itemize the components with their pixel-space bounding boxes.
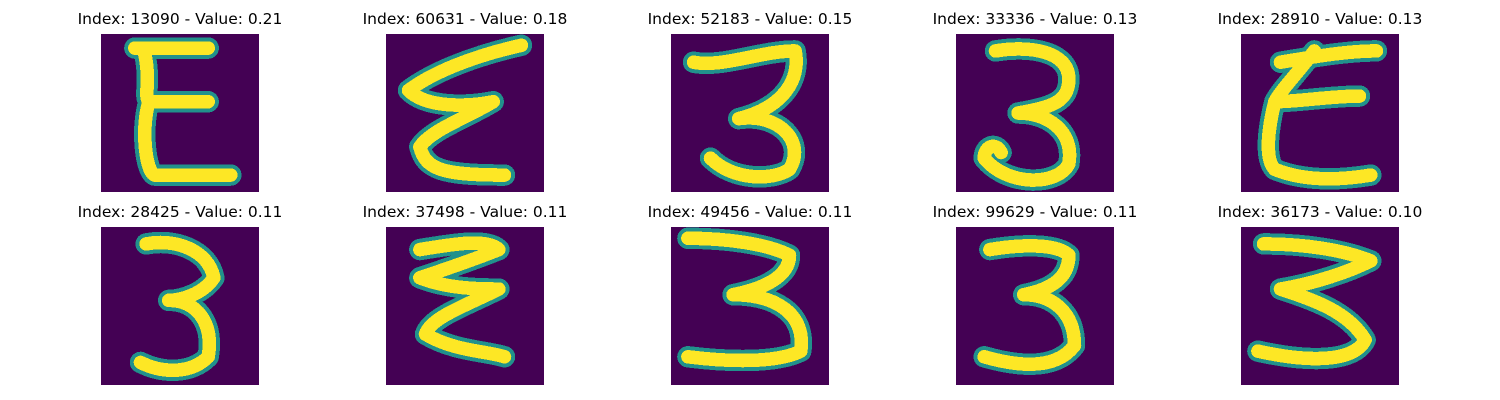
image-panel: Index: 13090 - Value: 0.21 (65, 8, 295, 193)
digit-glyph (671, 227, 829, 385)
panel-title: Index: 49456 - Value: 0.11 (647, 203, 853, 221)
image-panel: Index: 49456 - Value: 0.11 (635, 201, 865, 386)
stroke-core (138, 94, 238, 182)
stroke-core (703, 111, 802, 184)
digit-image (1241, 34, 1399, 192)
stroke-core (1256, 237, 1378, 296)
panel-title: Index: 60631 - Value: 0.18 (362, 10, 568, 28)
digit-image (671, 227, 829, 385)
panel-title: Index: 36173 - Value: 0.10 (1217, 203, 1423, 221)
digit-glyph (101, 227, 259, 385)
stroke-core (413, 236, 506, 296)
digit-image (386, 34, 544, 192)
panel-title: Index: 28425 - Value: 0.11 (77, 203, 283, 221)
stroke-core (413, 94, 512, 182)
image-panel: Index: 37498 - Value: 0.11 (350, 201, 580, 386)
stroke-core (983, 239, 1076, 302)
image-panel: Index: 60631 - Value: 0.18 (350, 8, 580, 193)
digit-glyph (386, 34, 544, 192)
image-panel: Index: 99629 - Value: 0.11 (920, 201, 1150, 386)
stroke-core (418, 282, 512, 364)
stroke-core (681, 287, 809, 368)
stroke-core (977, 287, 1082, 371)
stroke-core (401, 38, 529, 112)
panel-title: Index: 13090 - Value: 0.21 (77, 10, 283, 28)
image-panel: Index: 28910 - Value: 0.13 (1205, 8, 1435, 193)
image-panel: Index: 36173 - Value: 0.10 (1205, 201, 1435, 386)
digit-glyph (1241, 227, 1399, 385)
digit-image (101, 34, 259, 192)
image-panel: Index: 28425 - Value: 0.11 (65, 201, 295, 386)
stroke-core (1261, 94, 1378, 186)
digit-image (101, 227, 259, 385)
stroke-core (977, 106, 1077, 187)
digit-image (671, 34, 829, 192)
panel-title: Index: 99629 - Value: 0.11 (932, 203, 1138, 221)
panel-title: Index: 28910 - Value: 0.13 (1217, 10, 1423, 28)
digit-image (956, 34, 1114, 192)
image-panel: Index: 33336 - Value: 0.13 (920, 8, 1150, 193)
panel-title: Index: 37498 - Value: 0.11 (362, 203, 568, 221)
panel-title: Index: 33336 - Value: 0.13 (932, 10, 1138, 28)
stroke-core (681, 231, 797, 302)
digit-glyph (386, 227, 544, 385)
stroke-core (133, 293, 217, 378)
image-panel: Index: 52183 - Value: 0.15 (635, 8, 865, 193)
stroke-core (1251, 282, 1372, 366)
digit-image (956, 227, 1114, 385)
digit-glyph (101, 34, 259, 192)
digit-glyph (956, 227, 1114, 385)
panel-title: Index: 52183 - Value: 0.15 (647, 10, 853, 28)
digit-glyph (956, 34, 1114, 192)
digit-image (1241, 227, 1399, 385)
stroke-core (1273, 44, 1384, 69)
digit-glyph (1241, 34, 1399, 192)
stroke-core (988, 42, 1076, 120)
stroke-core (686, 44, 803, 126)
digit-image (386, 227, 544, 385)
digit-glyph (671, 34, 829, 192)
